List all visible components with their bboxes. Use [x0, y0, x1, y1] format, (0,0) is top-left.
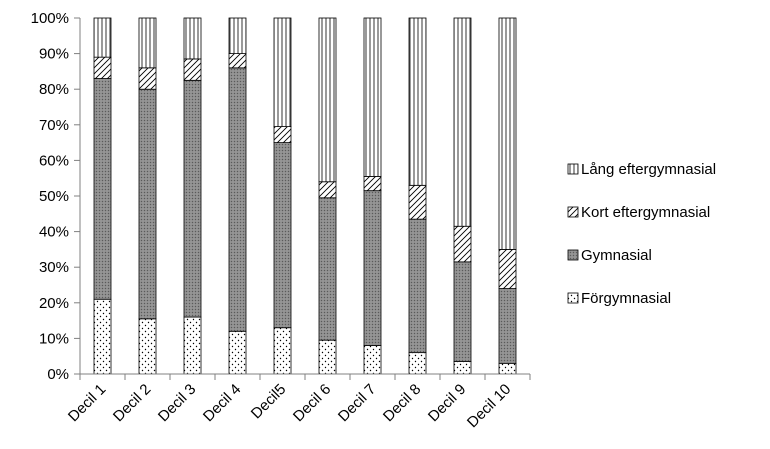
x-tick-label: Decil 8 [380, 381, 424, 425]
bar-segment-1 [498, 362, 517, 375]
bar-segment-4 [228, 17, 247, 54]
y-tick-label: 30% [39, 259, 69, 276]
bar-segment-4 [498, 17, 517, 250]
bar-segment-4 [138, 17, 157, 69]
y-tick-label: 0% [47, 366, 69, 383]
legend: Lång eftergymnasial Kort eftergymnasial Gy… [567, 161, 716, 307]
bar-segment-2 [408, 218, 427, 354]
bar-segment-4 [93, 17, 112, 58]
bar-segment-2 [228, 67, 247, 332]
bar-segment-2 [363, 190, 382, 346]
x-tick-label: Decil 9 [425, 381, 469, 425]
bar-segment-1 [318, 339, 337, 375]
bar-segment-4 [273, 17, 292, 127]
y-tick-label: 60% [39, 152, 69, 169]
bar-segment-4 [363, 17, 382, 177]
bar-segment-2 [273, 142, 292, 329]
bar-segment-3 [318, 181, 337, 199]
bar-segment-4 [318, 17, 337, 183]
y-tick-label: 90% [39, 46, 69, 63]
bar-segment-3 [453, 225, 472, 263]
bars [93, 17, 517, 375]
bar-segment-1 [93, 298, 112, 375]
bar-segment-1 [138, 318, 157, 375]
bar-segment-2 [138, 88, 157, 320]
y-tick-label: 10% [39, 330, 69, 347]
bar-segment-1 [408, 352, 427, 375]
bar-segment-3 [138, 67, 157, 90]
x-tick-label: Decil5 [248, 381, 289, 422]
legend-label: Lång eftergymnasial [581, 161, 716, 178]
bar-segment-2 [183, 79, 202, 318]
y-tick-label: 80% [39, 81, 69, 98]
bar-segment-2 [318, 197, 337, 341]
y-tick-label: 50% [39, 188, 69, 205]
x-tick-label: Decil 10 [464, 381, 514, 431]
bar-segment-1 [363, 345, 382, 375]
x-axis-ticks: Decil 1 Decil 2 Decil 3 Decil 4 Decil5 Decil … [65, 374, 531, 431]
bar-segment-1 [228, 330, 247, 375]
bar-segment-3 [408, 184, 427, 220]
y-tick-label: 100% [31, 10, 69, 27]
legend-swatch [567, 163, 579, 175]
y-tick-label: 20% [39, 295, 69, 312]
bar-segment-2 [498, 288, 517, 364]
bar-segment-1 [273, 327, 292, 375]
bar-segment-4 [183, 17, 202, 60]
legend-label: Förgymnasial [581, 290, 671, 307]
y-axis-ticks: 0% 10% 20% 30% 40% 50% 60% 70% 80% 90% 100% [31, 10, 80, 383]
bar-segment-3 [273, 126, 292, 144]
bar-segment-3 [93, 56, 112, 79]
y-tick-label: 40% [39, 224, 69, 241]
bar-segment-3 [183, 58, 202, 81]
bar-segment-1 [183, 316, 202, 375]
x-tick-label: Decil 2 [110, 381, 154, 425]
x-tick-label: Decil 1 [65, 381, 109, 425]
bar-segment-2 [93, 78, 112, 300]
bar-segment-4 [408, 17, 427, 186]
bar-segment-3 [228, 53, 247, 69]
legend-swatch [567, 249, 579, 261]
legend-swatch [567, 206, 579, 218]
bar-segment-4 [453, 17, 472, 227]
x-tick-label: Decil 4 [200, 381, 244, 425]
legend-label: Kort eftergymnasial [581, 204, 710, 221]
y-tick-label: 70% [39, 117, 69, 134]
bar-segment-1 [453, 361, 472, 375]
bar-segment-2 [453, 261, 472, 362]
bar-segment-3 [498, 248, 517, 289]
x-tick-label: Decil 6 [290, 381, 334, 425]
bar-segment-3 [363, 176, 382, 192]
legend-swatch [567, 292, 579, 304]
x-tick-label: Decil 3 [155, 381, 199, 425]
legend-label: Gymnasial [581, 247, 652, 264]
x-tick-label: Decil 7 [335, 381, 379, 425]
